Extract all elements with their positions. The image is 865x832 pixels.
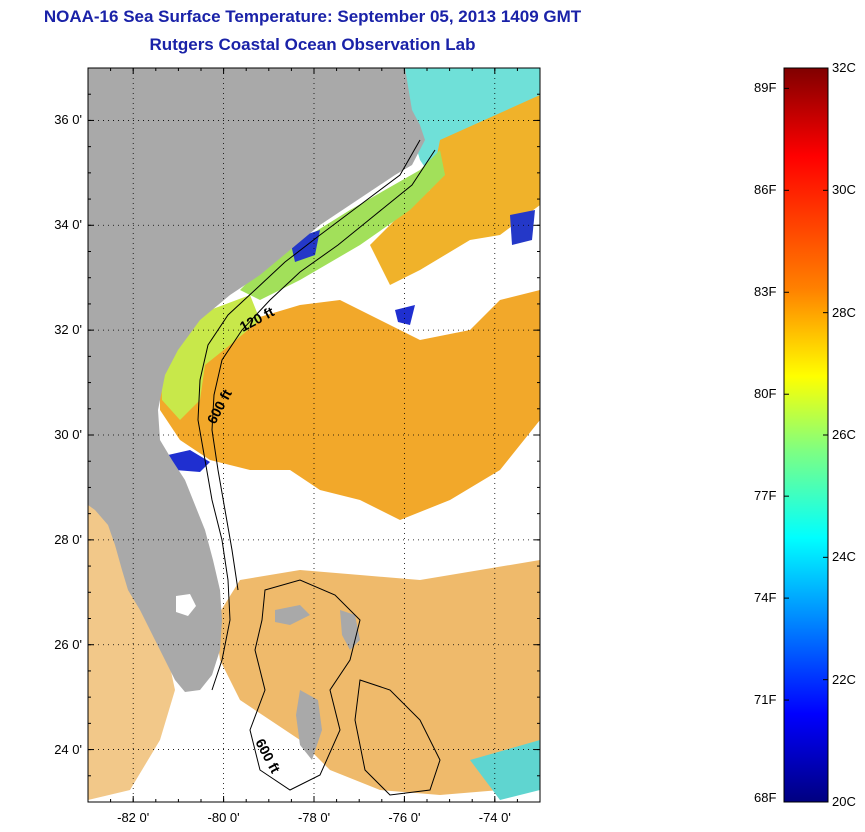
lon-tick-label: -78 0' (297, 810, 331, 825)
sst-patch-gulf (88, 490, 175, 800)
land-southeast-us (88, 68, 425, 692)
colorbar-fahrenheit-label: 89F (754, 80, 777, 96)
contour-bahamas-east (354, 679, 441, 796)
chart-title: NOAA-16 Sea Surface Temperature: Septemb… (43, 7, 582, 26)
colorbar-celsius-label: 22C (832, 671, 856, 687)
colorbar-celsius-label: 20C (832, 794, 856, 809)
sst-patch-central (160, 290, 540, 520)
colorbar-fahrenheit-label: 68F (754, 790, 777, 805)
chart-subtitle: Rutgers Coastal Ocean Observation Lab (149, 35, 476, 54)
sst-patch-cold-4 (510, 210, 535, 245)
colorbar-fahrenheit-label: 77F (754, 488, 777, 504)
colorbar-celsius-label: 24C (832, 549, 856, 565)
colorbar-celsius-label: 28C (832, 304, 856, 320)
lon-tick-label: -76 0' (388, 810, 421, 825)
lat-tick-label: 28 0' (54, 531, 82, 547)
lat-tick-label: 30 0' (54, 427, 82, 442)
colorbar-celsius-label: 26C (832, 427, 856, 442)
colorbar-fahrenheit-label: 80F (754, 386, 777, 402)
land-andros (296, 690, 322, 760)
lat-tick-label: 36 0' (54, 112, 82, 128)
sst-patch-shelf (240, 150, 445, 300)
lon-tick-label: -82 0' (117, 810, 150, 825)
colorbar-celsius-label: 30C (832, 182, 856, 198)
colorbar-fahrenheit-label: 74F (754, 590, 777, 606)
lake-okeechobee (176, 594, 196, 616)
sst-patch-cold-1 (168, 450, 210, 472)
lat-tick-label: 26 0' (54, 636, 82, 652)
sst-patch-bahamas-cyan (470, 740, 540, 800)
lat-tick-label: 24 0' (54, 741, 82, 757)
sst-patch-cold-3 (395, 305, 415, 325)
contour-bahamas (249, 579, 361, 791)
colorbar-fahrenheit-label: 86F (754, 182, 777, 198)
colorbar-fahrenheit-label: 83F (754, 284, 777, 300)
land-grand-bahama (275, 605, 310, 625)
colorbar-celsius-label: 32C (832, 60, 856, 75)
lat-tick-label: 32 0' (54, 322, 82, 338)
lon-tick-label: -74 0' (478, 810, 511, 825)
lat-tick-label: 34 0' (54, 217, 82, 233)
sst-patch-gulfstream (370, 95, 540, 285)
colorbar-fahrenheit-label: 71F (754, 692, 777, 708)
lon-tick-label: -80 0' (207, 810, 240, 825)
colorbar (783, 67, 829, 803)
